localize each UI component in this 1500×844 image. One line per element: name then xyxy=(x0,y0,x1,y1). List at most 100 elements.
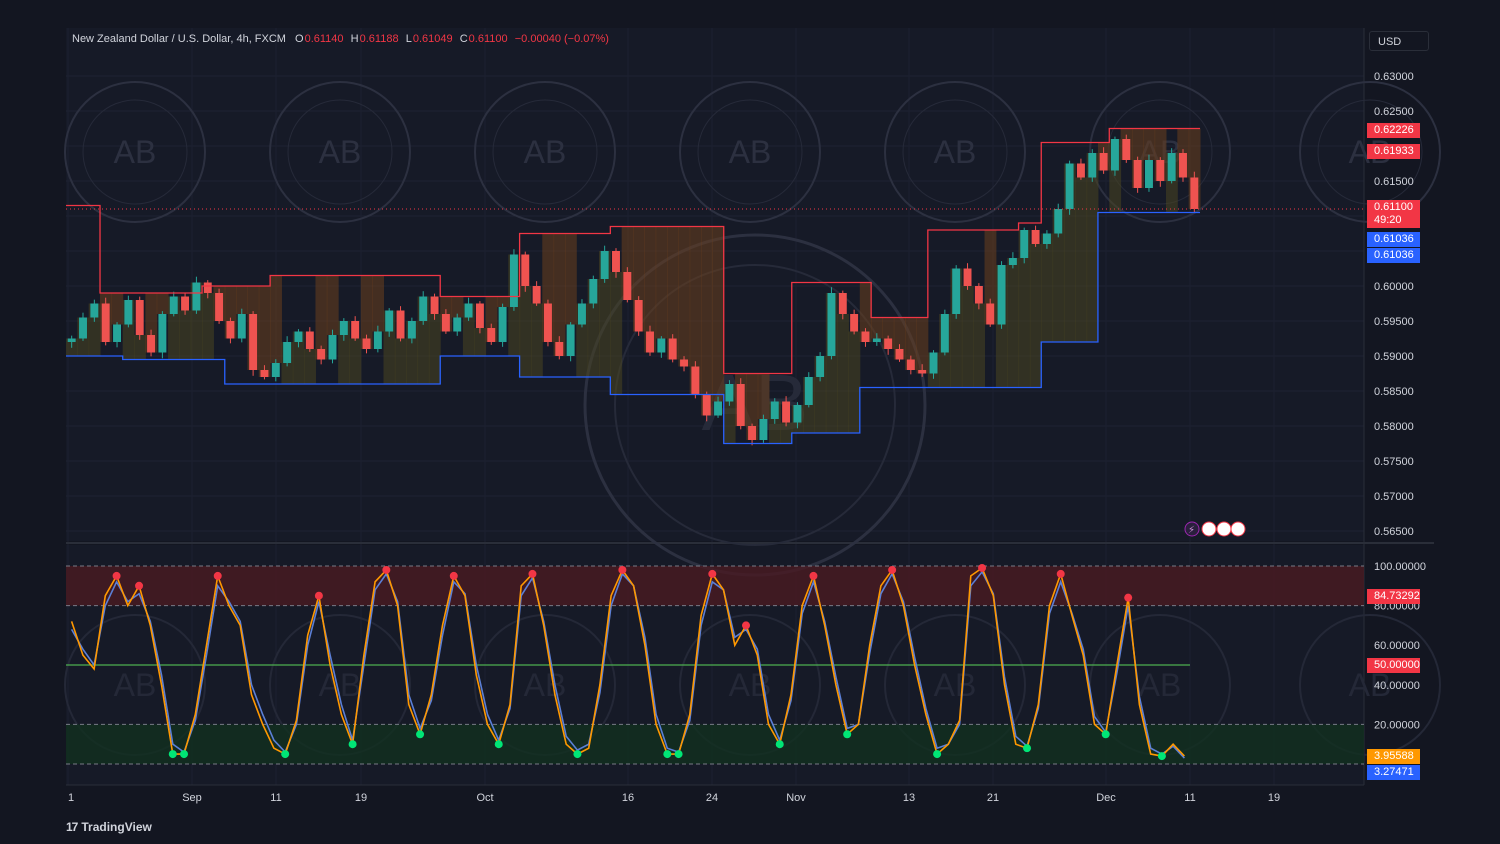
watermark-initials: AB xyxy=(934,667,977,703)
channel-fill-segment xyxy=(349,338,362,384)
candle-body xyxy=(827,293,836,356)
candle-body xyxy=(714,401,723,416)
channel-fill-segment xyxy=(757,373,770,419)
buy-signal-dot xyxy=(494,740,503,749)
stochastic-lines xyxy=(70,566,1185,759)
candle-body xyxy=(861,331,870,342)
us-flag-event-icon[interactable] xyxy=(1216,521,1232,537)
candle-body xyxy=(680,359,688,367)
candle-body xyxy=(770,401,779,419)
channel-fill-segment xyxy=(621,226,634,300)
channel-fill-segment xyxy=(519,286,532,377)
candle-body xyxy=(67,338,76,342)
channel-fill-segment xyxy=(553,233,566,356)
channel-fill-segment xyxy=(905,317,917,370)
candle-body xyxy=(260,370,269,377)
channel-fill-segment xyxy=(451,296,464,318)
stochastic-zones xyxy=(66,565,1364,765)
tradingview-branding[interactable]: 17 TradingView xyxy=(66,820,152,834)
candle-body xyxy=(192,282,201,311)
channel-fill-segment xyxy=(587,279,600,377)
channel-fill-segment xyxy=(678,226,691,367)
high-value: 0.61188 xyxy=(359,33,399,45)
time-tick-label: 19 xyxy=(355,792,367,804)
axis-labels: 0.63000 0.62500 0.61500 0.60000 0.59500 0.590… xyxy=(68,71,1426,804)
sell-signal-dot xyxy=(742,621,751,630)
watermark-ring xyxy=(614,264,896,546)
us-flag-event-icon[interactable] xyxy=(1201,521,1217,537)
channel-fill-segment xyxy=(1154,128,1167,181)
watermark-ring xyxy=(82,99,188,205)
channel-fill-segment xyxy=(156,293,169,314)
candlestick-series xyxy=(67,134,1199,446)
channel-fill-segment xyxy=(111,293,124,325)
currency-button[interactable]: USD xyxy=(1369,31,1429,51)
symbol-title: New Zealand Dollar / U.S. Dollar, 4h, FX… xyxy=(72,33,286,45)
channel-fill-segment xyxy=(496,296,509,307)
buy-signal-dot xyxy=(933,750,942,759)
candle-body xyxy=(147,335,156,353)
candle-body xyxy=(90,303,99,318)
symbol-legend[interactable]: New Zealand Dollar / U.S. Dollar, 4h, FX… xyxy=(72,33,610,45)
low-value: 0.61049 xyxy=(412,33,453,45)
channel-fill-segment xyxy=(961,286,974,388)
time-tick-label: 16 xyxy=(622,792,634,804)
price-tick-label: 0.58000 xyxy=(1374,421,1414,433)
channel-fill-segment xyxy=(1052,209,1065,342)
candle-body xyxy=(1054,209,1063,234)
lightning-event-icon[interactable] xyxy=(1184,521,1200,537)
channel-fill-segment xyxy=(88,303,101,356)
candle-body xyxy=(918,370,927,374)
candle-body xyxy=(963,268,972,286)
candle-body xyxy=(509,254,518,307)
channel-fill-segment xyxy=(1029,244,1042,388)
buy-signal-dot xyxy=(1101,730,1110,739)
channel-fill-segment xyxy=(882,317,895,349)
candle-body xyxy=(555,342,564,356)
sell-signal-dot xyxy=(618,565,627,574)
candle-body xyxy=(317,349,326,360)
channel-fill-segment xyxy=(485,296,498,342)
price-tick-label: 0.58500 xyxy=(1374,386,1414,398)
channel-fill-segment xyxy=(258,286,271,377)
time-tick-label: 1 xyxy=(68,792,74,804)
lower-level-badge: 0.61036 xyxy=(1367,248,1420,263)
channel-fill-segment xyxy=(372,275,385,332)
candle-body xyxy=(600,251,609,279)
us-flag-event-icon[interactable] xyxy=(1230,521,1246,537)
candle-body xyxy=(997,265,1006,325)
candle-body xyxy=(215,293,224,321)
event-icons[interactable]: ⚡ xyxy=(1184,521,1246,537)
candle-body xyxy=(1179,153,1187,178)
high-label: H xyxy=(350,33,359,45)
sell-signal-dot xyxy=(1124,593,1133,602)
stochastic-mid-badge: 50.00000 xyxy=(1367,658,1420,673)
candle-body xyxy=(974,286,983,304)
candle-body xyxy=(441,314,450,332)
low-label: L xyxy=(405,33,412,45)
watermark-ring xyxy=(287,99,393,205)
candle-body xyxy=(362,338,371,349)
candle-body xyxy=(373,331,382,349)
candle-body xyxy=(850,314,859,332)
candle-body xyxy=(181,296,190,311)
watermark-ring xyxy=(884,81,1026,223)
last-price-badge: 0.61100 49:20 xyxy=(1367,200,1420,228)
time-tick-label: 13 xyxy=(903,792,915,804)
upper-channel-line xyxy=(66,127,1200,375)
buy-signal-dot xyxy=(416,730,425,739)
candle-body xyxy=(906,359,915,370)
candle-body xyxy=(1099,153,1108,171)
candle-body xyxy=(169,296,178,314)
candle-body xyxy=(305,331,314,349)
time-tick-label: 11 xyxy=(270,792,281,804)
channel-fill-segment xyxy=(859,282,872,342)
tradingview-name: TradingView xyxy=(81,820,152,834)
candle-body xyxy=(1031,230,1040,244)
channel-fill-segment xyxy=(780,422,793,444)
channel-fill-segment xyxy=(179,310,192,360)
watermark-ring xyxy=(1089,81,1231,223)
channel-fill-segment xyxy=(701,226,713,416)
close-label: C xyxy=(459,33,468,45)
